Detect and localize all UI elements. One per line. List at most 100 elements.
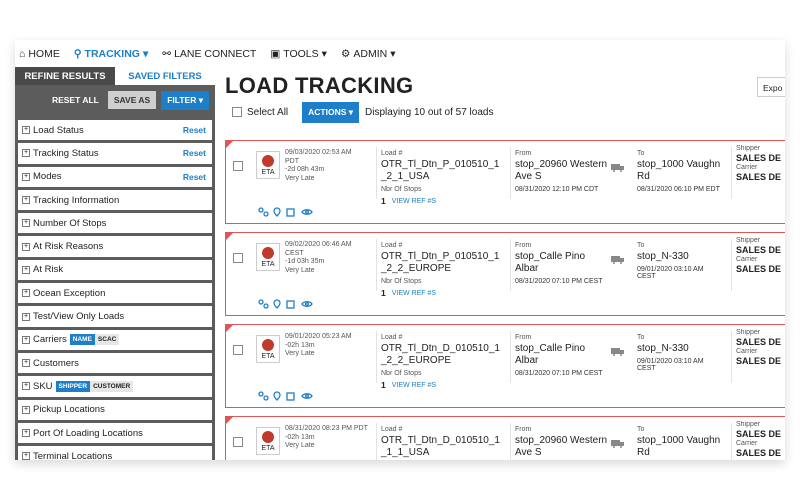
load-card[interactable]: ETA 09/01/2020 05:23 AM -02h 13m Very Late L… <box>225 324 785 408</box>
tab[interactable]: REFINE RESULTS <box>15 67 115 85</box>
load-col: Load # OTR_Tl_Dtn_D_010510_1_2_2_EUROPE Nb… <box>381 334 506 391</box>
divider <box>376 331 377 383</box>
divider <box>510 147 511 199</box>
eta-badge: ETA <box>256 427 280 455</box>
nav-item[interactable]: ⚙ ADMIN ▾ <box>341 48 396 60</box>
load-id: OTR_Tl_Dtn_P_010510_1_2_1_USA <box>381 159 500 182</box>
filter-tag[interactable]: SHIPPER <box>55 380 91 392</box>
filter-item[interactable]: + At Risk Reasons <box>18 236 212 257</box>
actions-label: ACTIONS <box>308 106 347 117</box>
view-ref[interactable]: VIEW REF #S <box>391 381 437 389</box>
load-label: Load # <box>381 242 403 249</box>
to-tz: CEST <box>637 273 656 280</box>
view-ref[interactable]: VIEW REF #S <box>391 197 437 205</box>
filter-item[interactable]: + Number Of Stops <box>18 213 212 234</box>
reset-link[interactable]: Reset <box>182 148 206 159</box>
eta-label: ETA <box>261 445 275 452</box>
load-id: OTR_Tl_Dtn_P_010510_1_2_2_EUROPE <box>381 251 500 274</box>
filter-item[interactable]: + SKU SHIPPER CUSTOMER <box>18 376 212 397</box>
select-all-checkbox[interactable] <box>232 107 242 117</box>
delay: -1d 03h 35m <box>285 258 325 265</box>
filter-tag[interactable]: SCAC <box>94 334 120 346</box>
filter-list: + Load Status Reset + Tracking Status Reset + M… <box>15 115 215 460</box>
toolbar: Select All ACTIONS ▾ Displaying 10 out o… <box>232 101 493 123</box>
action-icons[interactable] <box>258 391 314 403</box>
tabs: REFINE RESULTS SAVED FILTERS <box>15 67 215 85</box>
from-label: From <box>515 426 532 433</box>
nav-item[interactable]: ⌂ HOME <box>19 48 60 60</box>
caret: ▾ <box>142 48 149 60</box>
shipper-label: Shipper <box>736 145 761 152</box>
row-checkbox[interactable] <box>233 161 243 171</box>
view-ref[interactable]: VIEW REF #S <box>391 289 437 297</box>
nav-item[interactable]: ⚯ LANE CONNECT <box>162 48 256 60</box>
load-card[interactable]: ETA 09/02/2020 06:46 AM CEST -1d 03h 35m Ver… <box>225 232 785 316</box>
from-stop: stop_Calle Pino Albar <box>515 251 586 274</box>
carrier-label: Carrier <box>736 164 758 171</box>
delay: -02h 13m <box>285 433 315 441</box>
filter-tag[interactable]: CUSTOMER <box>90 380 134 392</box>
export-button[interactable]: Expo <box>757 77 785 97</box>
filter-item[interactable]: + Load Status Reset <box>18 120 212 141</box>
divider <box>731 331 732 383</box>
tab[interactable]: SAVED FILTERS <box>115 67 215 85</box>
save-as[interactable]: SAVE AS <box>107 91 157 109</box>
nav-item[interactable]: ⚲ TRACKING ▾ <box>74 48 148 60</box>
nav-label: HOME <box>28 48 60 60</box>
to-col: To stop_1000 Vaughn Rd 08/31/2020 06:10 PM… <box>637 150 729 193</box>
to-date: 09/01/2020 03:10 AM <box>637 358 704 365</box>
filter-item[interactable]: + Tracking Status Reset <box>18 143 212 164</box>
reset-all[interactable]: RESET ALL <box>51 95 99 105</box>
stops-value: 1 <box>381 380 386 390</box>
filter-label: Port Of Loading Locations <box>33 427 143 439</box>
stops-label: Nbr Of Stops <box>381 370 422 377</box>
expand-icon: + <box>22 289 30 298</box>
carrier: SALES DE <box>736 172 782 182</box>
actions-button[interactable]: ACTIONS ▾ <box>302 101 360 123</box>
shipper-col: Shipper SALES DE Carrier SALES DE <box>736 329 785 367</box>
load-card[interactable]: ETA 08/31/2020 08:23 PM PDT -02h 13m Very L… <box>225 416 785 460</box>
filter-item[interactable]: + Ocean Exception <box>18 283 212 304</box>
eta-badge: ETA <box>256 151 280 179</box>
row-checkbox[interactable] <box>233 345 243 355</box>
carrier-label: Carrier <box>736 348 758 355</box>
late-corner <box>225 416 234 425</box>
expand-icon: + <box>22 452 30 460</box>
filter-label: Tracking Information <box>33 194 120 206</box>
eta-date: 09/02/2020 06:46 AM <box>285 241 352 248</box>
shipper: SALES DE <box>736 337 782 347</box>
action-icons[interactable] <box>258 207 314 219</box>
filter-item[interactable]: + Test/View Only Loads <box>18 306 212 327</box>
action-icons[interactable] <box>258 299 314 311</box>
nav-item[interactable]: ▣ TOOLS ▾ <box>270 48 327 60</box>
load-id: OTR_Tl_Dtn_D_010510_1_1_1_USA <box>381 435 500 458</box>
carrier-label: Carrier <box>736 440 758 447</box>
eta-label: ETA <box>261 169 275 176</box>
filter-item[interactable]: + Terminal Locations <box>18 446 212 460</box>
to-stop: stop_N-330 <box>637 343 689 354</box>
filter-item[interactable]: + Tracking Information <box>18 189 212 211</box>
filter-item[interactable]: + At Risk <box>18 259 212 281</box>
stops-label: Nbr Of Stops <box>381 186 422 193</box>
filter-label: Ocean Exception <box>33 287 106 299</box>
row-checkbox[interactable] <box>233 437 243 447</box>
filter-item[interactable]: + Carriers NAME SCAC <box>18 329 212 350</box>
filter-tag[interactable]: NAME <box>69 334 95 346</box>
to-date: 09/01/2020 03:10 AM <box>637 266 704 273</box>
reset-link[interactable]: Reset <box>182 171 206 182</box>
filter-label: FILTER <box>167 94 197 105</box>
filter-label: At Risk Reasons <box>33 241 104 253</box>
stops-row: 1 VIEW REF #S <box>381 195 506 207</box>
to-stop: stop_N-330 <box>637 251 689 262</box>
filter-button[interactable]: FILTER ▾ <box>161 90 209 110</box>
filter-item[interactable]: + Customers <box>18 352 212 374</box>
load-card[interactable]: ETA 09/03/2020 02:53 AM PDT -2d 08h 43m Very… <box>225 140 785 224</box>
reset-link[interactable]: Reset <box>182 125 206 136</box>
row-checkbox[interactable] <box>233 253 243 263</box>
filter-item[interactable]: + Modes Reset <box>18 166 212 187</box>
filter-item[interactable]: + Port Of Loading Locations <box>18 422 212 444</box>
from-col: From stop_20960 Western Ave S 08/31/2020 1… <box>515 150 610 193</box>
from-label: From <box>515 150 532 157</box>
filter-item[interactable]: + Pickup Locations <box>18 399 212 420</box>
nav-icon: ▣ <box>270 48 281 60</box>
